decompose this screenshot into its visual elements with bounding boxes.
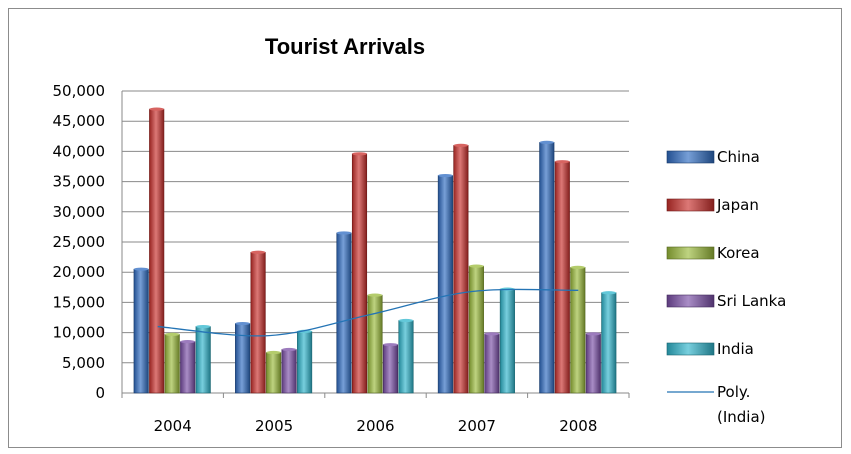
y-axis-ticks: 0 5,000 10,000 15,000 20,000 25,000 30,000 35,0… — [53, 82, 106, 402]
legend-swatch — [666, 294, 715, 308]
x-tick-label: 2008 — [559, 417, 597, 435]
legend-label: Poly. — [717, 383, 750, 401]
bar-top — [180, 340, 195, 344]
tourist-arrivals-chart: Tourist Arrivals 0 5,000 10,000 15,000 20,00… — [53, 34, 787, 435]
series-china — [133, 140, 555, 394]
y-tick-label: 15,000 — [53, 293, 106, 311]
bar-top — [336, 231, 352, 235]
x-tick-label: 2004 — [154, 417, 192, 435]
y-tick-label: 35,000 — [53, 173, 106, 191]
bar — [336, 232, 352, 394]
bar-top — [297, 329, 312, 333]
series-japan — [149, 107, 570, 394]
x-tick-label: 2007 — [458, 417, 496, 435]
bar — [367, 294, 383, 394]
series-india — [195, 287, 617, 394]
legend-item-trendline: Poly. (India) — [667, 383, 766, 426]
series-sri-lanka — [180, 332, 601, 394]
bar-top — [398, 318, 414, 323]
bar-top — [367, 293, 383, 297]
y-tick-label: 20,000 — [53, 263, 106, 281]
bar — [195, 326, 211, 394]
bar-top — [235, 321, 250, 326]
legend-label: Sri Lanka — [717, 292, 786, 310]
bar — [164, 334, 180, 394]
bar-top — [133, 267, 149, 271]
chart-title: Tourist Arrivals — [265, 34, 425, 59]
bar-top — [484, 332, 500, 336]
legend-item: Sri Lanka — [666, 292, 786, 310]
bar — [382, 344, 399, 394]
y-tick-label: 10,000 — [53, 324, 106, 342]
bar-top — [195, 324, 211, 329]
bar — [250, 251, 266, 394]
bar — [297, 331, 313, 394]
legend-item: China — [666, 148, 760, 166]
series-korea — [164, 264, 586, 394]
bar — [133, 268, 149, 394]
legend-swatch — [666, 246, 715, 260]
chart-frame: Tourist Arrivals 0 5,000 10,000 15,000 20,00… — [8, 8, 842, 448]
bar-top — [149, 107, 164, 111]
y-tick-label: 0 — [95, 384, 105, 402]
trendline-group — [157, 288, 579, 337]
bar — [437, 175, 453, 394]
bar-top — [164, 332, 180, 337]
bar-top — [250, 250, 266, 254]
legend-label: Japan — [716, 196, 759, 214]
x-tick-label: 2005 — [255, 417, 293, 435]
legend-swatch — [666, 150, 715, 164]
bar — [585, 333, 601, 394]
bars — [133, 107, 617, 394]
bar-top — [453, 143, 469, 147]
bar — [235, 323, 251, 394]
y-tick-label: 5,000 — [62, 354, 105, 372]
y-tick-label: 30,000 — [53, 203, 106, 221]
y-tick-label: 25,000 — [53, 233, 106, 251]
legend-item: India — [666, 340, 754, 358]
bar-top — [570, 265, 586, 269]
legend-label: China — [717, 148, 760, 166]
bar — [453, 145, 469, 394]
legend-item: Japan — [666, 196, 759, 214]
bar-top — [469, 264, 484, 268]
bar-top — [601, 291, 617, 295]
bar — [539, 142, 555, 394]
bar-top — [555, 160, 570, 164]
x-axis-ticks: 2004 2005 2006 2007 2008 — [154, 417, 598, 435]
bar — [149, 108, 165, 394]
bar-top — [586, 332, 601, 336]
bar-top — [539, 140, 555, 144]
legend-swatch — [666, 198, 715, 212]
bar — [266, 352, 282, 394]
bar — [499, 288, 515, 394]
bar-top — [281, 347, 297, 352]
bar-top — [266, 350, 281, 355]
legend-item: Korea — [666, 244, 760, 262]
bar — [398, 320, 414, 394]
y-tick-label: 45,000 — [53, 112, 106, 130]
bar — [351, 153, 368, 394]
legend-swatch — [666, 342, 715, 356]
bar — [468, 265, 484, 394]
x-tick-label: 2006 — [356, 417, 394, 435]
bar-top — [438, 173, 453, 178]
trendline — [157, 288, 579, 337]
bar — [570, 267, 586, 394]
legend-label: India — [717, 340, 754, 358]
bar-top — [352, 152, 367, 156]
bar — [554, 161, 570, 394]
legend-label-line2: (India) — [717, 408, 766, 426]
legend-label: Korea — [717, 244, 760, 262]
bar — [484, 333, 500, 394]
y-tick-label: 40,000 — [53, 142, 106, 160]
bar-top — [383, 343, 398, 347]
legend: China Japan Korea Sri Lanka India Poly. (India… — [666, 148, 786, 426]
bar — [281, 349, 297, 394]
bar — [180, 341, 196, 394]
bar — [601, 292, 617, 394]
y-tick-label: 50,000 — [53, 82, 106, 100]
